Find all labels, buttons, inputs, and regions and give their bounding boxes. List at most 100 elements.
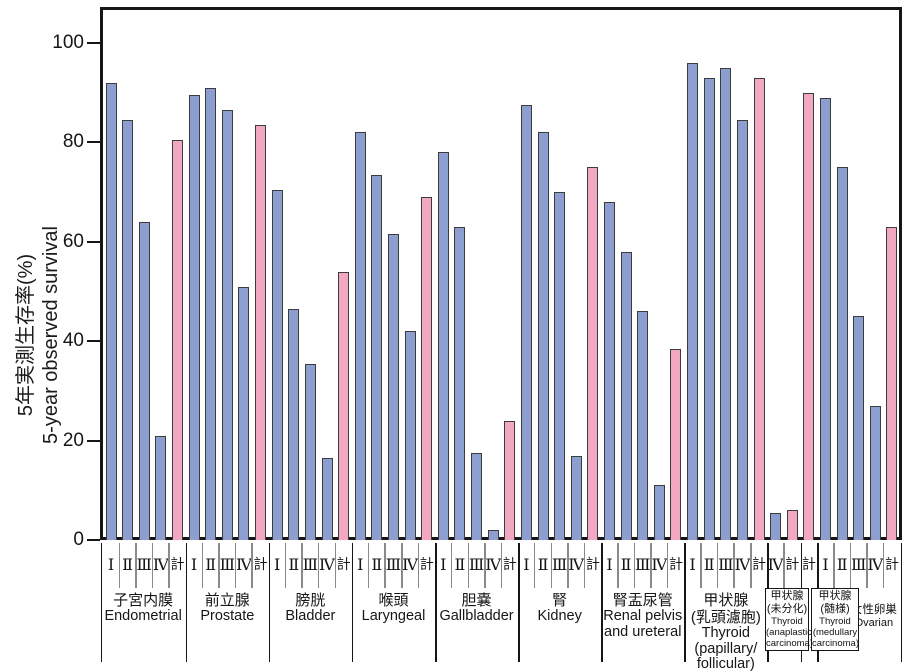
stage-label: Ⅳ — [651, 555, 668, 574]
stage-cell-separator — [700, 543, 702, 588]
bar-renalpelvis-1 — [604, 202, 615, 540]
group-label: 女性卵巣 Ovarian — [839, 603, 907, 630]
stage-cell-separator — [168, 543, 170, 588]
bar-laryngeal-1 — [354, 132, 366, 540]
stage-cell-separator — [583, 543, 586, 588]
bar-gallbladder-3 — [471, 453, 483, 540]
stage-label: 計 — [884, 557, 899, 573]
stage-label: Ⅰ — [107, 555, 115, 574]
group-name-en: Thyroid — [701, 625, 750, 641]
bar-thyroid-2 — [703, 77, 715, 540]
y-tick-label: 100 — [52, 32, 84, 53]
stage-cell-separator — [833, 543, 835, 588]
stage-label: Ⅱ — [205, 555, 217, 574]
stage-cell-separator — [733, 543, 735, 588]
group-boundary-line — [518, 543, 520, 662]
bar-ovarian-2 — [836, 167, 848, 540]
group-name-en: Gallbladder — [439, 608, 514, 624]
group-name-jp: 甲状腺 — [770, 590, 804, 602]
stage-label: Ⅱ — [371, 555, 383, 574]
group-name-en: (papillary/ — [694, 640, 758, 657]
stage-cell-separator — [666, 543, 669, 588]
group-name-jp: 喉頭 — [378, 592, 409, 609]
y-axis-title-jp: 5年実測生存率(%) — [15, 253, 37, 417]
stage-cell-separator — [401, 543, 403, 588]
stage-cell-separator — [500, 543, 503, 588]
bar-bladder-5 — [338, 271, 350, 540]
bar-kidney-3 — [554, 192, 566, 540]
stage-label: Ⅲ — [635, 555, 651, 574]
bar-laryngeal-3 — [387, 234, 399, 540]
stage-label: Ⅰ — [689, 555, 696, 574]
bar-thyroid-1 — [687, 62, 699, 540]
stage-label: Ⅰ — [274, 555, 281, 574]
bar-bladder-1 — [271, 189, 283, 540]
group-label-box: 甲状腺 (髄様) Thyroid (medullary carcinoma) — [811, 588, 859, 651]
stage-label: Ⅳ — [319, 555, 335, 574]
group-label: 胆嚢 Gallbladder — [432, 592, 522, 625]
bar-prostate-1 — [188, 95, 200, 540]
group-name-en: Thyroid — [771, 616, 803, 627]
stage-label: Ⅲ — [551, 555, 568, 574]
group-name-en: Prostate — [200, 608, 255, 624]
stage-label: Ⅰ — [523, 555, 530, 574]
group-name-jp: 女性卵巣 — [850, 604, 897, 616]
stage-cell-separator — [533, 543, 536, 588]
stage-label: 計 — [253, 557, 268, 573]
group-name-en: Renal pelvis — [603, 608, 683, 624]
bar-ovarian-4 — [869, 405, 881, 540]
bar-bladder-2 — [288, 308, 300, 540]
group-boundary-line — [185, 543, 188, 662]
stage-cell-separator — [367, 543, 370, 588]
group-boundary-line — [900, 543, 902, 662]
group-name-en: carcinoma) — [812, 638, 859, 649]
stage-label: Ⅰ — [440, 555, 447, 574]
stage-label: Ⅳ — [568, 555, 585, 574]
stage-label: Ⅳ — [734, 555, 751, 574]
bar-gallbladder-4 — [487, 530, 499, 540]
bar-prostate-3 — [221, 110, 233, 540]
group-label: 腎盂尿管 Renal pelvis and ureteral — [598, 592, 688, 640]
bar-endometrial-4 — [155, 435, 167, 540]
bar-renalpelvis-2 — [620, 251, 632, 540]
y-tick-label: 80 — [62, 131, 84, 153]
group-name-en: carcinoma) — [766, 638, 813, 649]
y-tick-label: 40 — [62, 330, 84, 352]
stage-label: 計 — [752, 557, 767, 573]
stage-label: Ⅳ — [867, 555, 884, 574]
bar-renalpelvis-3 — [637, 311, 649, 540]
stage-label: Ⅲ — [718, 555, 734, 574]
bar-prostate-2 — [205, 87, 217, 540]
stage-label: Ⅲ — [468, 555, 485, 574]
stage-label: 計 — [419, 557, 434, 573]
group-label: 膀胱 Bladder — [265, 592, 355, 625]
stage-label: Ⅱ — [703, 555, 715, 574]
group-name-en: and ureteral — [604, 623, 682, 640]
stage-cell-separator — [567, 543, 569, 588]
bar-gallbladder-5 — [504, 420, 516, 540]
stage-label: Ⅱ — [836, 555, 848, 574]
bar-prostate-5 — [255, 125, 267, 540]
stage-label: Ⅰ — [822, 555, 829, 574]
group-name-en: (anaplastic — [766, 627, 812, 638]
group-boundary-line — [435, 543, 437, 662]
y-axis-tick — [87, 240, 100, 243]
stage-label: Ⅳ — [152, 555, 169, 574]
group-name-jp: 子宮内膜 — [113, 592, 174, 609]
stage-label: 計 — [502, 557, 517, 573]
y-tick-label: 20 — [62, 429, 84, 451]
bar-thyroid-4 — [736, 120, 748, 540]
bar-laryngeal-5 — [421, 197, 433, 540]
stage-cell-separator — [234, 543, 237, 588]
group-name-en: Kidney — [537, 608, 582, 624]
stage-label: 計 — [801, 557, 816, 573]
stage-cell-separator — [617, 543, 619, 588]
bar-ovarian-3 — [853, 316, 865, 540]
stage-cell-separator — [450, 543, 453, 588]
group-name-jp: 甲状腺 — [818, 590, 852, 602]
bar-renalpelvis-5 — [670, 348, 682, 540]
bar-thyroid-2 — [786, 510, 798, 540]
group-name-en: Laryngeal — [361, 608, 426, 624]
stage-label: Ⅲ — [851, 555, 867, 574]
